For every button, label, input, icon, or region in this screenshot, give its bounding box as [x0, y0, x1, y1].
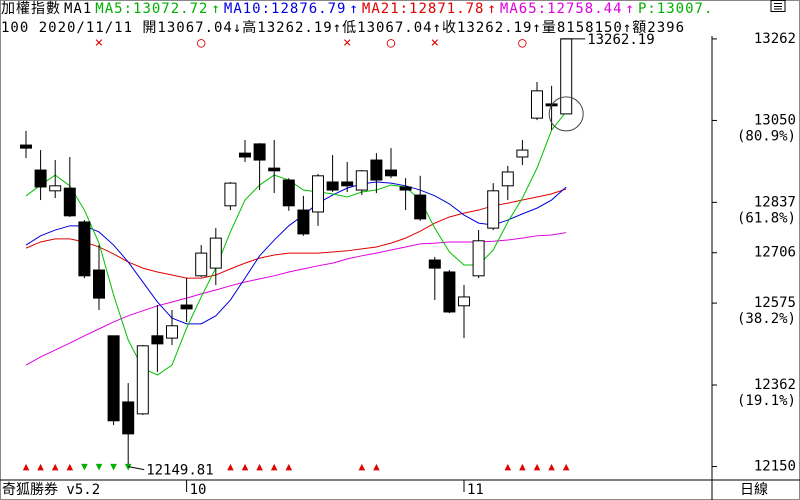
bottom-signal: ▲ [285, 460, 292, 473]
candle-body [209, 237, 222, 269]
top-signal: ○ [387, 35, 396, 51]
candle-body [355, 170, 368, 191]
bottom-signal: ▲ [37, 460, 44, 473]
top-signal: × [95, 35, 103, 51]
footer-left: 奇狐勝券 v5.2 [2, 481, 100, 498]
top-signal: ○ [518, 35, 527, 51]
bottom-signal: ▲ [548, 460, 555, 473]
header-item: MA1 [64, 1, 92, 17]
y-tick-note: (61.8%) [737, 210, 796, 226]
bottom-signal: ▲ [504, 460, 511, 473]
header-item: ↑ [626, 1, 635, 17]
header-item: MA65:12758.44 [500, 1, 623, 17]
header-item: 加權指數 [1, 1, 61, 17]
bottom-signal: ▲ [271, 460, 278, 473]
candle-body [501, 171, 514, 187]
candle-body [268, 167, 281, 172]
bottom-signal: ▲ [23, 460, 30, 473]
ma-line [25, 188, 567, 279]
header-item: MA5:13072.72 [95, 1, 208, 17]
candle-body [224, 182, 237, 207]
candle-body [414, 194, 427, 220]
y-tick-label: 12150 [754, 459, 796, 475]
candle-body [428, 259, 441, 269]
y-tick-note: (38.2%) [737, 311, 796, 327]
candle-body [195, 252, 208, 277]
ma-line [25, 181, 567, 325]
candle-body [560, 38, 573, 115]
candle-body [531, 90, 543, 119]
candle-body [399, 186, 412, 191]
candle-body [151, 335, 164, 345]
candle-body [180, 304, 193, 310]
high-label: 13262.19 [587, 32, 654, 48]
bottom-signal: ▼ [96, 460, 103, 473]
bottom-signal: ▲ [66, 460, 73, 473]
candle-body [49, 185, 62, 192]
candle-body [487, 190, 500, 229]
candle-body [20, 144, 32, 149]
bottom-signal: ▲ [358, 460, 365, 473]
y-tick-label: 12362 [754, 377, 796, 393]
candle-body [122, 401, 135, 435]
footer-right: 日線 [740, 482, 768, 498]
top-signal: × [431, 35, 439, 51]
highlight-circle [548, 96, 584, 132]
top-signal: × [343, 35, 351, 51]
candle-body [93, 269, 105, 299]
candle-body [253, 143, 266, 161]
y-tick-label: 13262 [754, 31, 796, 47]
header-item: ↑ [349, 1, 358, 17]
x-tick-label: 10 [190, 482, 207, 498]
candle-body [472, 240, 485, 277]
bottom-signal: ▲ [534, 460, 541, 473]
candle-body [78, 221, 91, 277]
candle-body [136, 345, 149, 415]
bottom-signal: ▲ [563, 460, 570, 473]
menu-icon[interactable] [770, 0, 786, 12]
candle-body [370, 159, 383, 181]
x-tick-label: 11 [467, 482, 484, 498]
candle-body [312, 175, 324, 213]
header-item: ↑ [211, 1, 220, 17]
candle-body [107, 335, 120, 422]
header-item: MA21:12871.78 [362, 1, 485, 17]
candle-body [458, 296, 470, 307]
candle-body [516, 149, 529, 158]
candle-body [341, 181, 354, 187]
y-tick-label: 12837 [754, 194, 796, 210]
bottom-signal: ▲ [227, 460, 234, 473]
candle-body [443, 271, 456, 313]
bottom-signal: ▲ [52, 460, 59, 473]
bottom-signal: ▼ [110, 460, 117, 473]
y-tick-note: (80.9%) [737, 128, 796, 144]
bottom-signal: ▼ [81, 460, 88, 473]
candle-body [326, 181, 339, 191]
y-tick-label: 12575 [754, 295, 796, 311]
subheader: 100 2020/11/11 開13067.04↓高13262.19↑低1306… [1, 19, 685, 36]
low-label: 12149.81 [146, 463, 213, 479]
candle-body [239, 152, 251, 158]
low-leader [128, 466, 145, 471]
candle-body [34, 169, 47, 188]
candle-body [297, 209, 310, 235]
top-signal: ○ [197, 35, 206, 51]
candle-body [63, 187, 76, 217]
header-item: ↑ [487, 1, 496, 17]
header-item: P:13007. [638, 1, 713, 17]
candle-body [385, 169, 397, 177]
header-item: MA10:12876.79 [224, 1, 347, 17]
y-tick-label: 12706 [754, 245, 796, 261]
candle-body [282, 179, 295, 207]
bottom-signal: ▲ [373, 460, 380, 473]
y-tick-label: 13050 [754, 112, 796, 128]
y-tick-note: (19.1%) [737, 393, 796, 409]
bottom-signal: ▲ [256, 460, 263, 473]
bottom-signal: ▲ [242, 460, 249, 473]
bottom-signal: ▲ [519, 460, 526, 473]
candle-body [166, 325, 178, 339]
